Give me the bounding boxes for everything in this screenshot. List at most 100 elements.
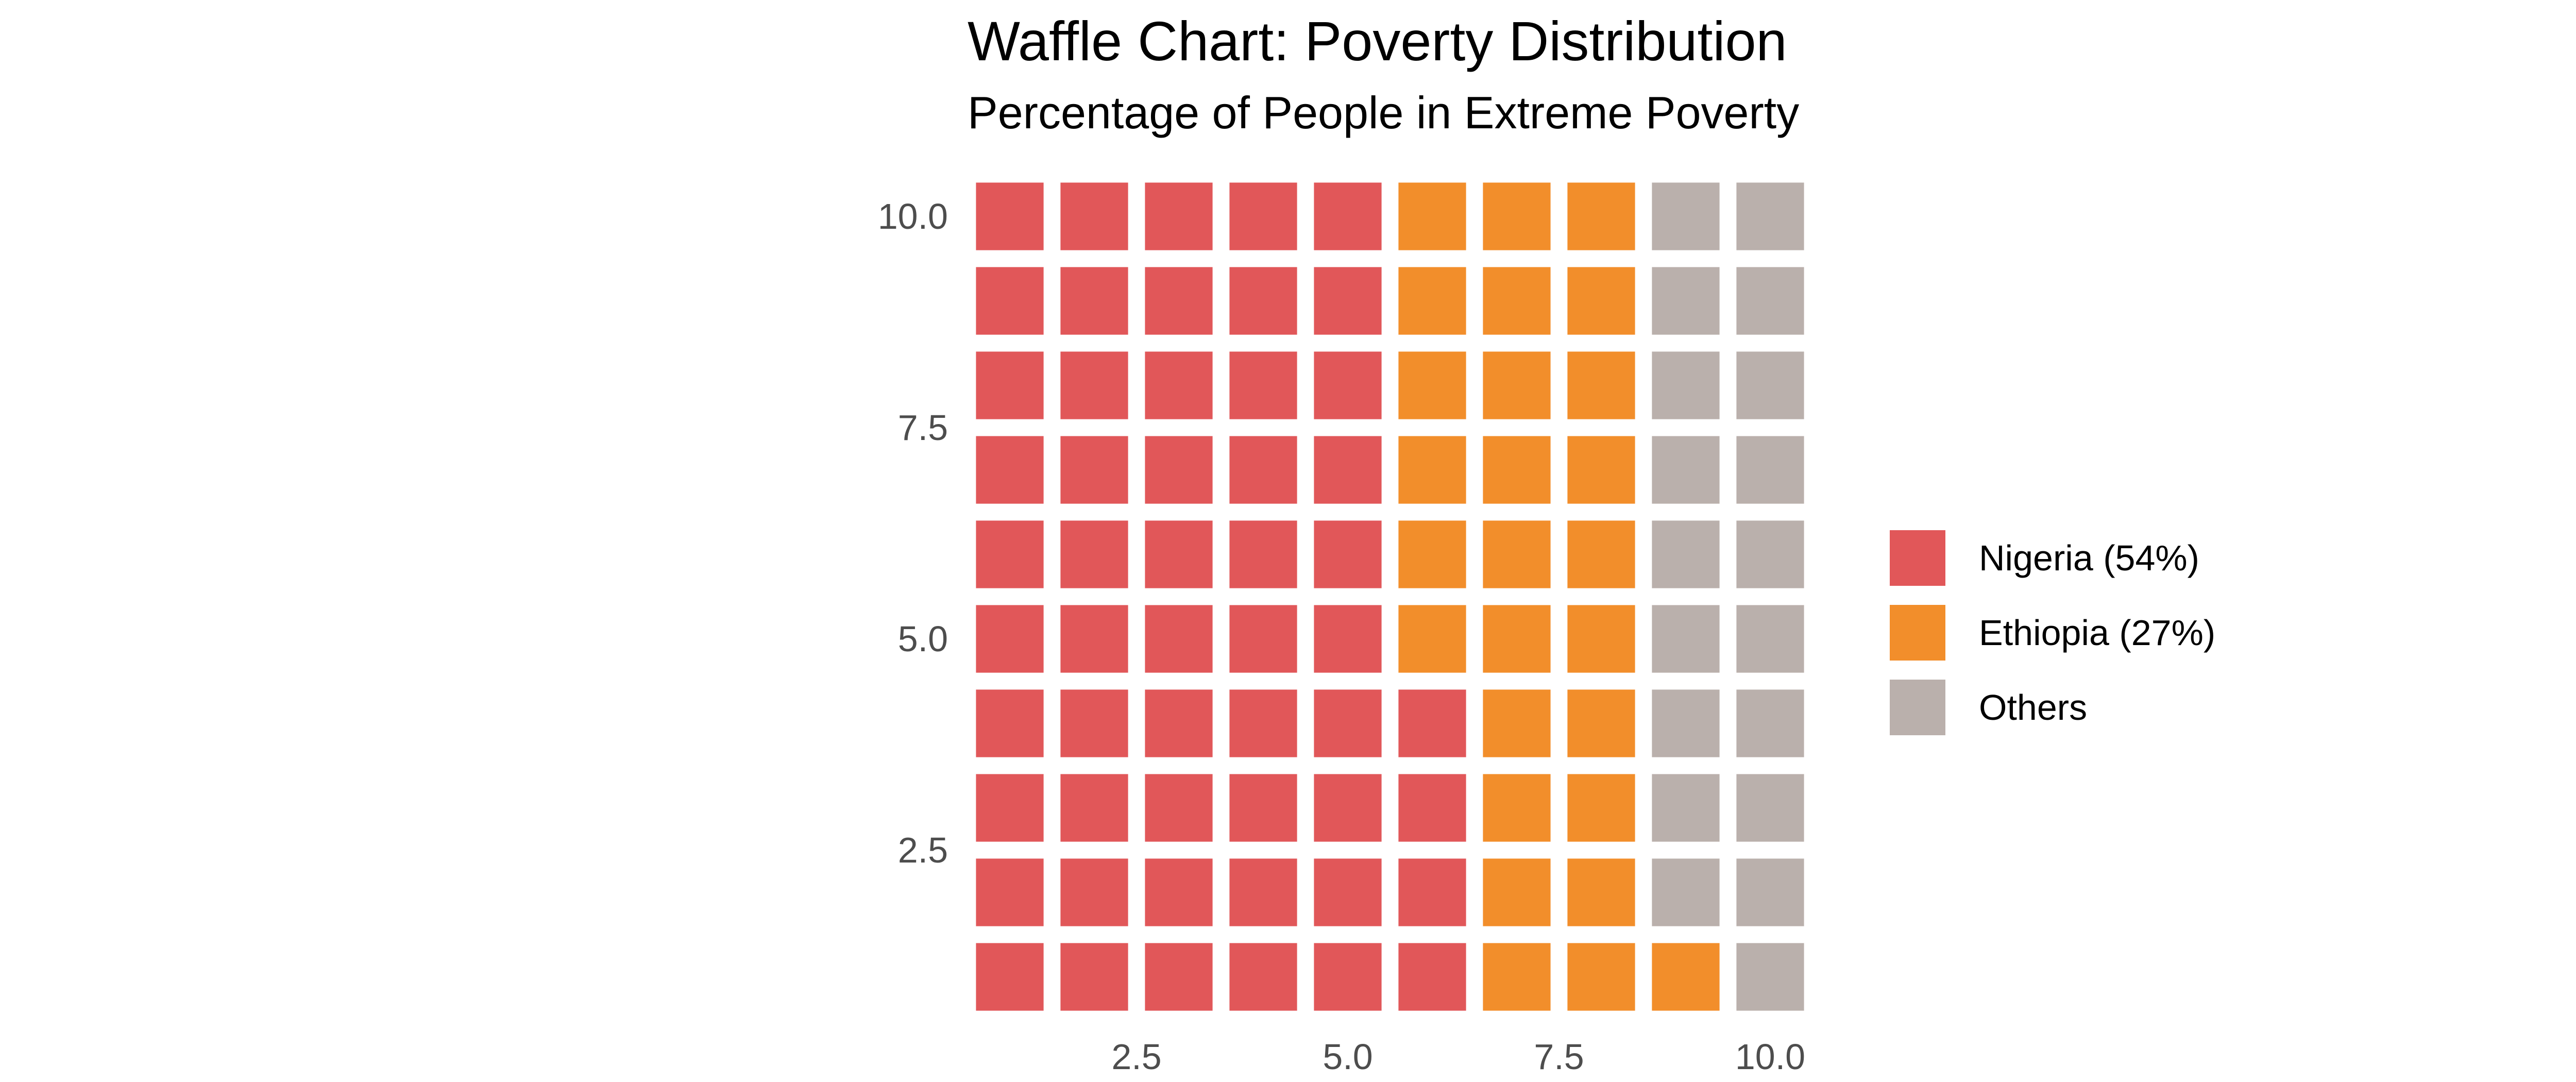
waffle-cell bbox=[1736, 943, 1804, 1011]
waffle-cell bbox=[1652, 943, 1720, 1011]
waffle-cells bbox=[976, 182, 1804, 1011]
waffle-cell bbox=[1314, 351, 1382, 419]
waffle-cell bbox=[1145, 774, 1213, 842]
waffle-cell bbox=[1398, 858, 1466, 926]
waffle-cell bbox=[1567, 351, 1635, 419]
x-tick-label: 7.5 bbox=[1534, 1037, 1584, 1077]
x-axis-ticks: 2.5 5.0 7.5 10.0 bbox=[1111, 1037, 1805, 1077]
waffle-cell bbox=[1229, 689, 1297, 757]
waffle-cell bbox=[1314, 689, 1382, 757]
waffle-cell bbox=[1567, 436, 1635, 504]
y-tick-label: 10.0 bbox=[878, 196, 948, 236]
waffle-cell bbox=[1652, 436, 1720, 504]
legend: Nigeria (54%) Ethiopia (27%) Others bbox=[1890, 520, 2215, 745]
waffle-cell bbox=[1229, 267, 1297, 335]
waffle-cell bbox=[1145, 943, 1213, 1011]
y-tick-label: 7.5 bbox=[898, 408, 948, 448]
waffle-cell bbox=[1398, 605, 1466, 673]
waffle-cell bbox=[1736, 774, 1804, 842]
waffle-cell bbox=[1398, 520, 1466, 588]
legend-swatch bbox=[1890, 530, 1945, 586]
waffle-cell bbox=[1736, 182, 1804, 250]
waffle-cell bbox=[1652, 182, 1720, 250]
waffle-cell bbox=[1652, 774, 1720, 842]
y-axis-ticks: 2.5 5.0 7.5 10.0 bbox=[878, 196, 948, 870]
waffle-cell bbox=[1736, 858, 1804, 926]
waffle-cell bbox=[1483, 774, 1551, 842]
waffle-cell bbox=[1229, 182, 1297, 250]
waffle-cell bbox=[1314, 267, 1382, 335]
waffle-cell bbox=[1652, 520, 1720, 588]
waffle-cell bbox=[1060, 436, 1128, 504]
legend-label: Others bbox=[1979, 687, 2088, 728]
waffle-cell bbox=[1145, 858, 1213, 926]
waffle-cell bbox=[1483, 520, 1551, 588]
waffle-cell bbox=[1060, 943, 1128, 1011]
waffle-cell bbox=[1314, 943, 1382, 1011]
y-tick-label: 5.0 bbox=[898, 619, 948, 659]
waffle-cell bbox=[1398, 436, 1466, 504]
waffle-cell bbox=[1060, 182, 1128, 250]
waffle-cell bbox=[1567, 520, 1635, 588]
waffle-cell bbox=[1229, 774, 1297, 842]
waffle-cell bbox=[1229, 520, 1297, 588]
chart-subtitle: Percentage of People in Extreme Poverty bbox=[968, 87, 1800, 138]
waffle-cell bbox=[976, 943, 1044, 1011]
waffle-cell bbox=[1398, 182, 1466, 250]
waffle-cell bbox=[1060, 689, 1128, 757]
waffle-cell bbox=[1652, 689, 1720, 757]
x-tick-label: 10.0 bbox=[1735, 1037, 1805, 1077]
x-tick-label: 2.5 bbox=[1111, 1037, 1161, 1077]
waffle-cell bbox=[1398, 774, 1466, 842]
waffle-cell bbox=[976, 520, 1044, 588]
waffle-cell bbox=[1483, 267, 1551, 335]
waffle-cell bbox=[1736, 267, 1804, 335]
waffle-cell bbox=[1060, 351, 1128, 419]
waffle-cell bbox=[1567, 605, 1635, 673]
waffle-cell bbox=[1736, 520, 1804, 588]
waffle-cell bbox=[976, 182, 1044, 250]
waffle-cell bbox=[1060, 774, 1128, 842]
waffle-cell bbox=[1652, 267, 1720, 335]
waffle-cell bbox=[1483, 351, 1551, 419]
legend-item: Ethiopia (27%) bbox=[1890, 595, 2215, 670]
waffle-cell bbox=[1060, 267, 1128, 335]
waffle-cell bbox=[1483, 858, 1551, 926]
waffle-cell bbox=[1229, 436, 1297, 504]
waffle-cell bbox=[1229, 943, 1297, 1011]
waffle-cell bbox=[1736, 689, 1804, 757]
waffle-cell bbox=[1145, 436, 1213, 504]
waffle-cell bbox=[1736, 351, 1804, 419]
legend-item: Nigeria (54%) bbox=[1890, 520, 2215, 595]
waffle-cell bbox=[1229, 351, 1297, 419]
waffle-cell bbox=[1567, 858, 1635, 926]
waffle-cell bbox=[1567, 689, 1635, 757]
waffle-cell bbox=[1060, 605, 1128, 673]
waffle-cell bbox=[1145, 520, 1213, 588]
waffle-cell bbox=[1314, 774, 1382, 842]
waffle-cell bbox=[1398, 689, 1466, 757]
waffle-cell bbox=[976, 436, 1044, 504]
legend-item: Others bbox=[1890, 670, 2215, 745]
waffle-cell bbox=[1567, 182, 1635, 250]
waffle-cell bbox=[976, 605, 1044, 673]
legend-label: Nigeria (54%) bbox=[1979, 537, 2199, 578]
waffle-cell bbox=[1145, 182, 1213, 250]
waffle-cell bbox=[1483, 436, 1551, 504]
waffle-cell bbox=[1567, 267, 1635, 335]
waffle-cell bbox=[976, 858, 1044, 926]
legend-swatch bbox=[1890, 679, 1945, 735]
waffle-cell bbox=[1229, 858, 1297, 926]
legend-swatch bbox=[1890, 604, 1945, 661]
waffle-cell bbox=[1736, 605, 1804, 673]
waffle-cell bbox=[1060, 858, 1128, 926]
waffle-cell bbox=[1567, 943, 1635, 1011]
waffle-cell bbox=[1060, 520, 1128, 588]
waffle-cell bbox=[1483, 943, 1551, 1011]
waffle-cell bbox=[1145, 605, 1213, 673]
waffle-cell bbox=[1314, 605, 1382, 673]
waffle-cell bbox=[1736, 436, 1804, 504]
waffle-cell bbox=[1145, 689, 1213, 757]
waffle-cell bbox=[1652, 351, 1720, 419]
waffle-cell bbox=[1145, 351, 1213, 419]
